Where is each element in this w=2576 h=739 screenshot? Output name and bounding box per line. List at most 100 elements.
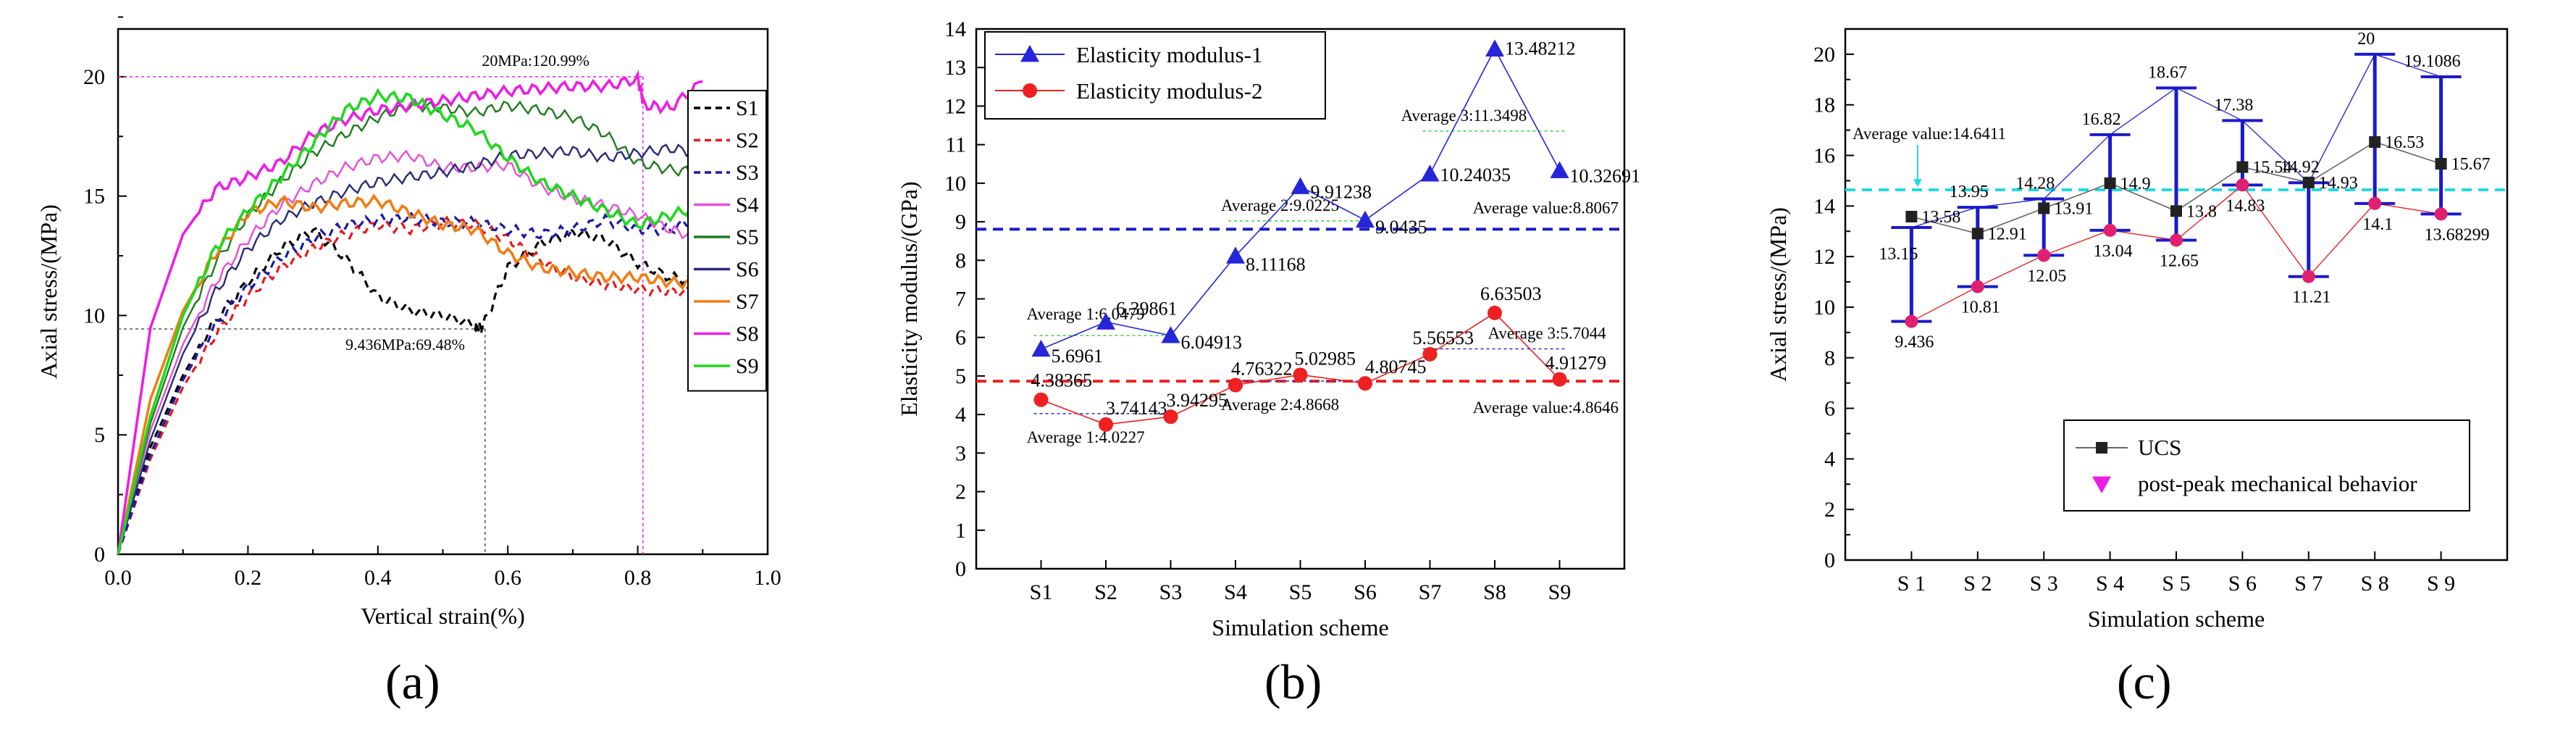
ucs-point <box>2302 176 2315 188</box>
y-tick-label: 9 <box>955 210 966 234</box>
data-point-modulus-2 <box>1293 367 1308 383</box>
x-tick-label: 0.6 <box>494 566 521 590</box>
x-tick-label: S 9 <box>2427 572 2455 596</box>
data-point-modulus-2 <box>1099 417 1113 432</box>
x-tick-label: S7 <box>1419 580 1442 604</box>
y-tick-label: 2 <box>1824 498 1835 522</box>
series-line-S3 <box>117 210 703 555</box>
x-tick-label: 0.0 <box>104 566 132 590</box>
post-peak-value-label: 10.81 <box>1961 298 2000 317</box>
data-label: 6.39861 <box>1116 298 1178 320</box>
x-tick-label: S 5 <box>2162 572 2190 596</box>
y-axis-title: Axial stress/(MPa) <box>1765 207 1791 382</box>
post-peak-point <box>2302 270 2315 283</box>
y-axis-title: Elasticity modulus/(GPa) <box>896 181 922 416</box>
y-tick-label: 14 <box>944 17 966 41</box>
legend-label-S8: S8 <box>736 322 759 346</box>
panel-a: 0.0 0.2 0.4 0.6 0.8 1.0 0 5 10 15 20 Vertical strai… <box>0 0 855 739</box>
data-label: 10.32691 <box>1570 165 1641 186</box>
data-point-modulus-2 <box>1228 377 1243 393</box>
legend-label-S4: S4 <box>736 193 759 217</box>
legend-circle-icon <box>1023 83 1037 98</box>
series-line-S9 <box>117 88 704 555</box>
panel-label-a: (a) <box>385 654 440 709</box>
ucs-value-label: 12.91 <box>1988 225 2027 243</box>
y-tick-label: 10 <box>944 172 966 196</box>
y-tick-label: 4 <box>955 403 966 427</box>
ucs-point <box>1971 227 1984 240</box>
average-arrow-icon <box>1913 179 1922 187</box>
y-tick-label: 1 <box>955 519 966 543</box>
panel-label-c: (c) <box>2117 654 2172 709</box>
data-label: 3.94295 <box>1167 390 1228 411</box>
panel-label-b: (b) <box>1264 654 1322 709</box>
legend-label-S9: S9 <box>736 354 759 378</box>
y-tick-label: 8 <box>1824 346 1835 370</box>
ucs-point <box>2236 161 2249 173</box>
x-tick-label: S6 <box>1354 580 1377 604</box>
legend-label-ucs: UCS <box>2138 435 2181 460</box>
y-tick-label: 18 <box>1813 93 1835 117</box>
ucs-point <box>2038 202 2050 214</box>
y-tick-label: 16 <box>1813 144 1835 168</box>
x-tick-label: S 3 <box>2030 572 2058 596</box>
post-peak-point <box>2236 178 2249 192</box>
legend-label-S7: S7 <box>736 290 759 314</box>
post-peak-value-label: 12.05 <box>2027 267 2066 285</box>
post-peak-point <box>2170 233 2183 247</box>
legend-triangle-icon <box>1020 45 1039 62</box>
series-line-S6 <box>117 143 703 555</box>
data-label: 10.24035 <box>1440 164 1511 185</box>
y-tick-label: 11 <box>945 133 966 157</box>
data-point-modulus-1 <box>1420 164 1440 182</box>
x-tick-label: S 1 <box>1897 572 1926 596</box>
ucs-value-label: 13.58 <box>1921 208 1960 227</box>
elasticity-modulus-chart: S1 S2 S3 S4 S5 S6 S7 S8 S901234567891011121314Si… <box>896 17 1641 640</box>
axial-stress-chart: S 1 S 2 S 3 S 4 S 5 S 6 S 7 S 8 S 9 0 2 4 6 8 10 12 14 16… <box>1765 28 2509 632</box>
peak-value-label: 14.92 <box>2281 158 2320 177</box>
legend-label-S1: S1 <box>736 96 759 120</box>
post-peak-value-label: 9.436 <box>1895 333 1934 352</box>
peak-value-label: 17.38 <box>2214 96 2253 114</box>
ucs-point <box>1905 210 1918 222</box>
series-line-S2 <box>117 215 703 555</box>
post-peak-point <box>2103 223 2117 237</box>
data-label: 9.91238 <box>1311 182 1372 203</box>
post-peak-point <box>2368 196 2382 210</box>
data-label: 6.63503 <box>1480 283 1542 304</box>
x-tick-label: 0.4 <box>364 566 392 590</box>
y-tick-label: 12 <box>1813 245 1835 269</box>
y-tick-label: 10 <box>1813 296 1835 320</box>
y-tick-label: 5 <box>955 364 966 388</box>
x-tick-label: S9 <box>1548 580 1572 604</box>
legend-box <box>984 31 1326 120</box>
series-line-S5 <box>117 99 704 555</box>
y-tick-label: 0 <box>955 557 966 581</box>
data-point-modulus-1 <box>1485 39 1504 57</box>
data-point-modulus-1 <box>1096 312 1115 330</box>
x-axis-title: Simulation scheme <box>1212 614 1388 640</box>
data-label: 8.11168 <box>1246 254 1306 275</box>
data-point-modulus-1 <box>1161 326 1180 343</box>
ucs-point <box>2369 136 2381 149</box>
strain-stress-chart: 0.0 0.2 0.4 0.6 0.8 1.0 0 5 10 15 20 Vertical strai… <box>35 16 781 629</box>
y-tick-label: 2 <box>955 480 966 504</box>
peak-value-label: 16.82 <box>2082 110 2121 129</box>
panel-c: S 1 S 2 S 3 S 4 S 5 S 6 S 7 S 8 S 9 0 2 4 6 8 10 12 14 16… <box>1724 0 2576 739</box>
x-tick-label: S 6 <box>2228 572 2257 596</box>
x-axis-title: Vertical strain(%) <box>361 603 525 629</box>
y-tick-label: 6 <box>1824 397 1835 421</box>
x-tick-label: S4 <box>1224 580 1247 604</box>
group-average-label: Average 2:9.0225 <box>1221 196 1339 214</box>
data-point-modulus-2 <box>1163 409 1178 425</box>
y-tick-label: 8 <box>955 249 966 272</box>
data-label: 5.02985 <box>1295 348 1356 369</box>
x-axis-title: Simulation scheme <box>2088 606 2265 632</box>
data-point-modulus-1 <box>1356 210 1375 228</box>
legend-label-post-peak: post-peak mechanical behavior <box>2138 471 2417 496</box>
legend-label-S2: S2 <box>736 129 759 153</box>
x-tick-label: S 4 <box>2096 572 2124 596</box>
post-peak-value-label: 13.68299 <box>2425 225 2490 244</box>
data-label: 4.80745 <box>1365 356 1427 377</box>
legend-square-icon <box>2096 442 2107 454</box>
